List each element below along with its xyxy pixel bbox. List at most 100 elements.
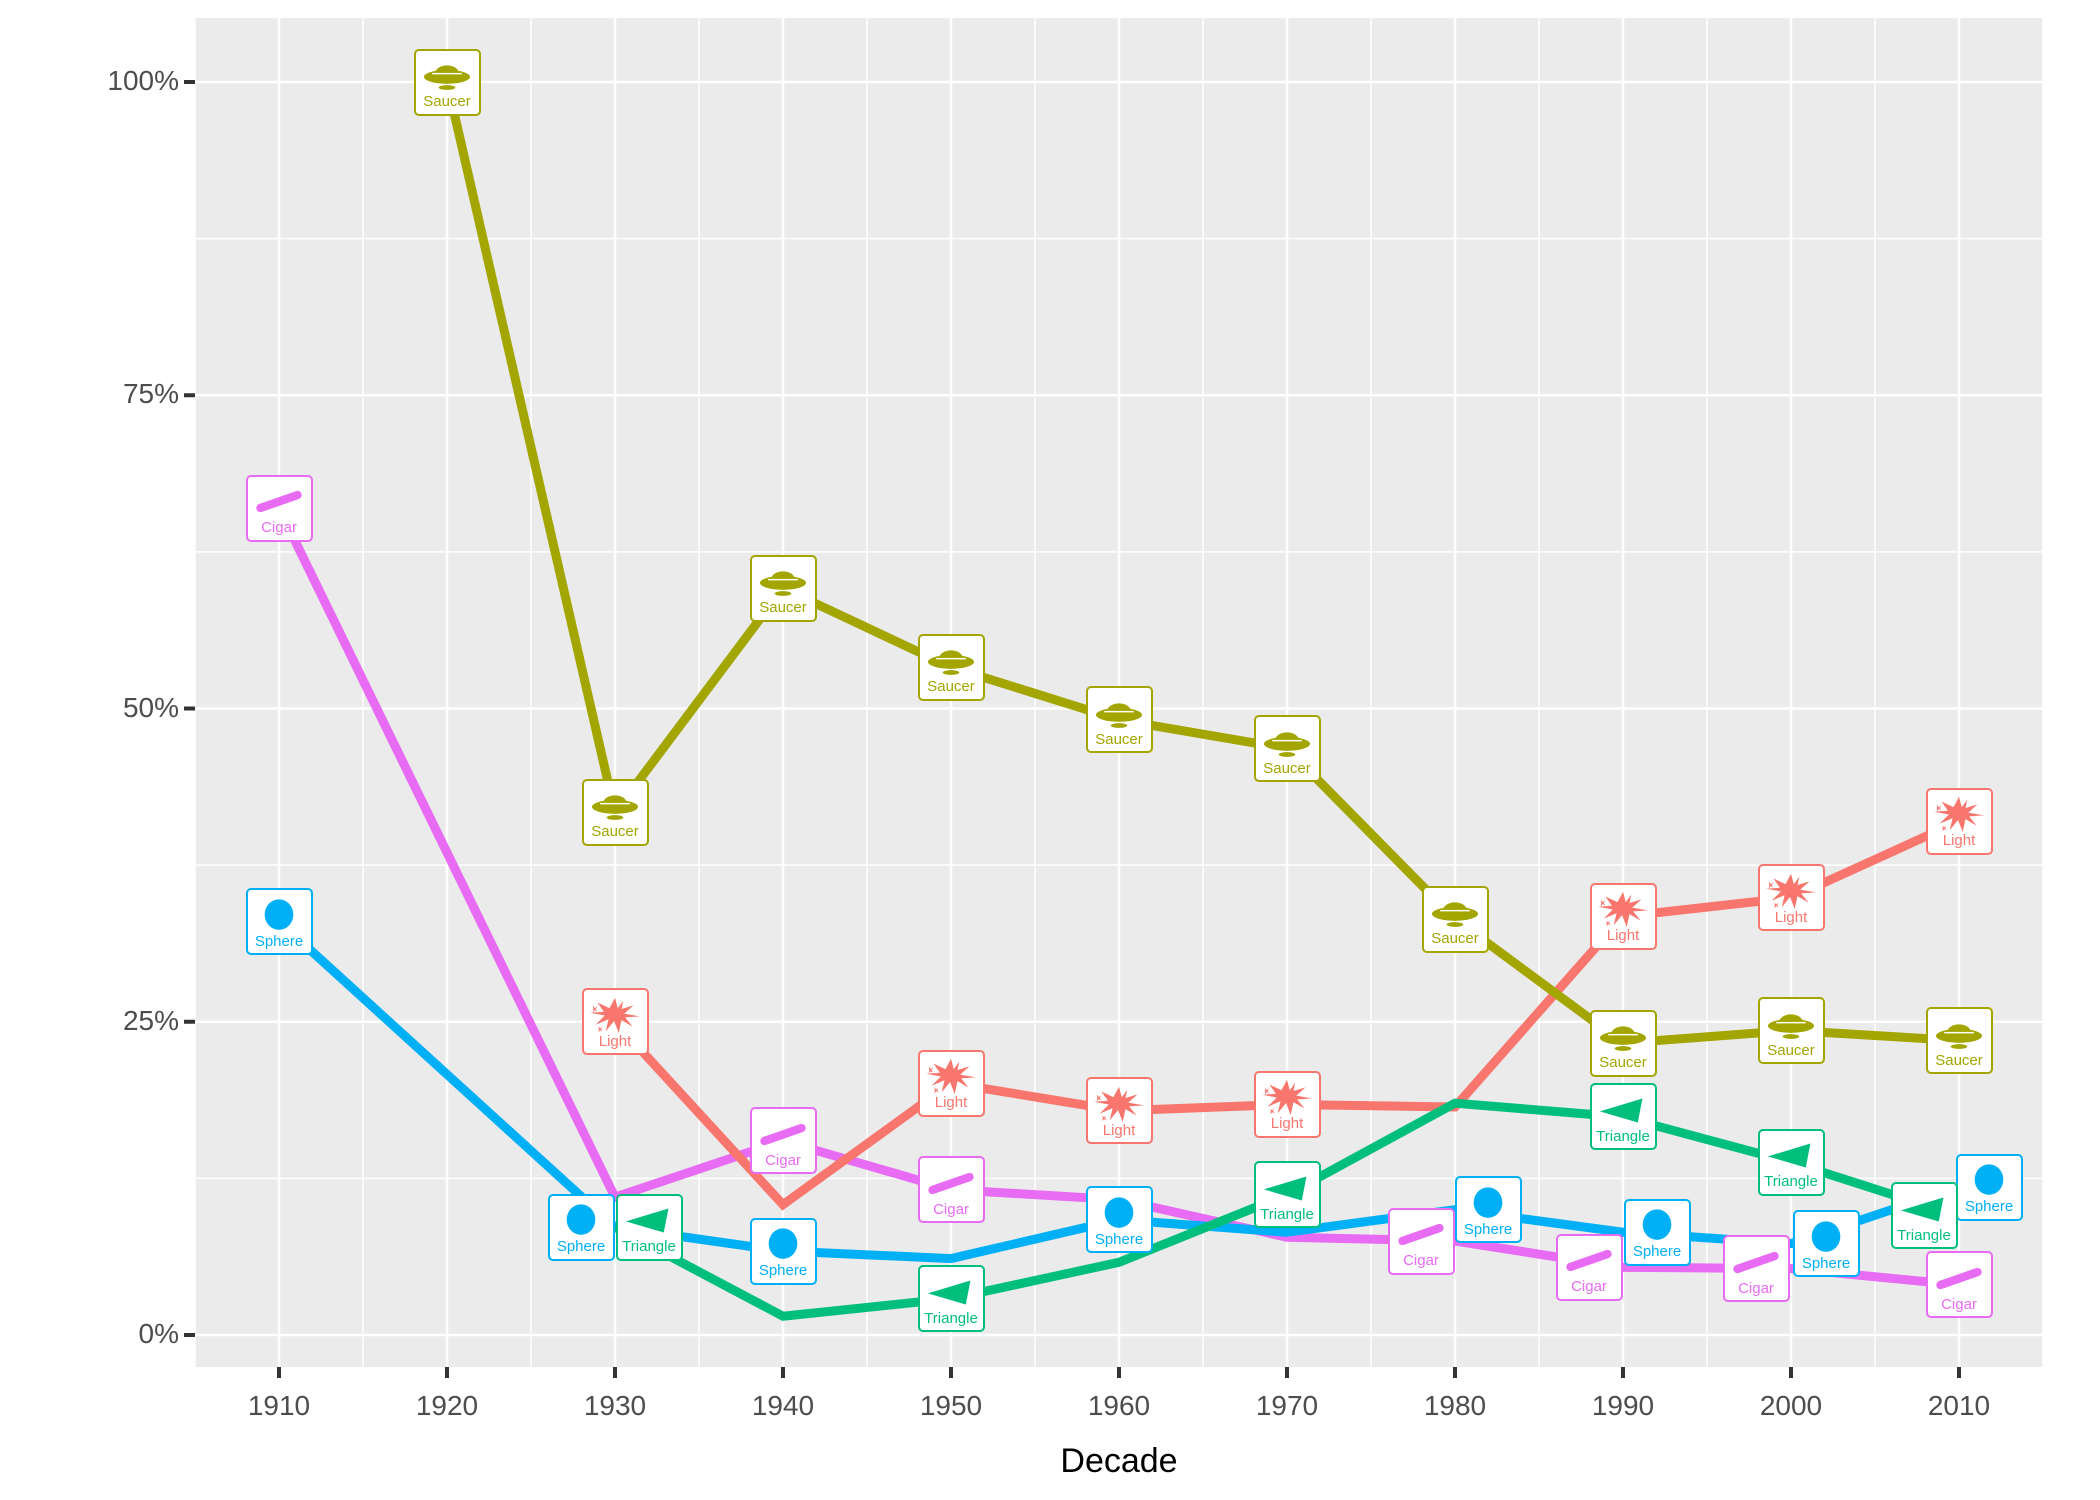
series-label-saucer-2010: Saucer	[1925, 1007, 1993, 1075]
series-label-cigar-2000: Cigar	[1722, 1235, 1790, 1303]
series-label-text: Cigar	[1403, 1252, 1439, 1270]
series-label-light-2010: Light	[1925, 787, 1993, 855]
series-label-text: Saucer	[1599, 1054, 1647, 1072]
x-tick-label: 1990	[1591, 1390, 1655, 1421]
series-label-text: Saucer	[1935, 1051, 1983, 1069]
series-label-light-1990: Light	[1589, 882, 1657, 950]
series-label-saucer-1990: Saucer	[1589, 1009, 1657, 1077]
series-label-sphere-1990: Sphere	[1623, 1198, 1691, 1266]
series-label-text: Cigar	[1571, 1278, 1607, 1296]
series-label-cigar-1990: Cigar	[1555, 1233, 1623, 1301]
sphere-icon	[264, 898, 294, 930]
series-label-text: Triangle	[1260, 1205, 1314, 1223]
series-label-text: Cigar	[1738, 1279, 1774, 1297]
series-label-sphere-2000: Sphere	[1792, 1210, 1860, 1278]
series-label-text: Cigar	[1941, 1295, 1977, 1313]
y-tick-label: 75%	[122, 378, 179, 410]
sphere-icon	[1473, 1187, 1503, 1218]
saucer-icon	[423, 65, 471, 90]
series-label-text: Sphere	[1964, 1198, 2014, 1216]
series-label-cigar-2010: Cigar	[1925, 1251, 1993, 1319]
series-label-triangle-1970: Triangle	[1253, 1161, 1321, 1229]
light-icon	[1934, 797, 1984, 833]
series-label-text: Light	[1774, 908, 1808, 926]
series-label-text: Cigar	[933, 1200, 969, 1218]
saucer-icon	[1599, 1026, 1647, 1051]
series-label-sphere-1930: Sphere	[547, 1193, 615, 1261]
y-tick-label: 0%	[138, 1318, 179, 1349]
series-label-text: Saucer	[1431, 930, 1479, 947]
saucer-icon	[591, 795, 639, 821]
series-label-sphere-1940: Sphere	[749, 1217, 817, 1285]
saucer-icon	[1095, 703, 1143, 728]
series-label-triangle-1930: Triangle	[615, 1193, 683, 1261]
light-icon	[1766, 873, 1816, 909]
series-label-text: Cigar	[765, 1151, 801, 1169]
cigar-icon	[1398, 1223, 1444, 1246]
series-label-sphere-2010: Sphere	[1955, 1153, 2023, 1221]
series-label-text: Saucer	[423, 93, 471, 110]
series-label-text: Sphere	[1632, 1243, 1682, 1261]
triangle-icon	[1900, 1197, 1944, 1222]
series-label-saucer-2000: Saucer	[1757, 997, 1825, 1065]
series-label-text: Sphere	[1094, 1230, 1144, 1248]
series-label-text: Sphere	[556, 1238, 606, 1256]
triangle-icon	[1767, 1143, 1811, 1168]
x-tick-label: 2010	[1927, 1390, 1991, 1421]
series-label-text: Saucer	[1263, 759, 1311, 777]
x-tick-label: 1980	[1423, 1390, 1487, 1421]
series-label-text: Saucer	[591, 823, 639, 841]
series-label-saucer-1920: Saucer	[413, 48, 481, 116]
series-label-light-1950: Light	[917, 1049, 985, 1117]
series-label-text: Triangle	[1897, 1226, 1951, 1244]
series-line-cigar	[274, 506, 1960, 1290]
series-label-cigar-1980: Cigar	[1387, 1207, 1455, 1275]
series-label-saucer-1980: Saucer	[1421, 885, 1489, 953]
series-label-triangle-1950: Triangle	[917, 1265, 985, 1333]
x-axis-title: Decade	[1060, 1442, 1178, 1480]
series-label-light-2000: Light	[1757, 864, 1825, 932]
series-label-triangle-2010: Triangle	[1890, 1182, 1958, 1250]
cigar-icon	[1936, 1267, 1982, 1290]
x-tick-label: 1930	[583, 1390, 647, 1421]
sphere-icon	[1811, 1220, 1841, 1252]
series-label-text: Light	[1270, 1115, 1304, 1133]
series-label-light-1960: Light	[1085, 1077, 1153, 1145]
saucer-icon	[1263, 731, 1311, 757]
series-label-text: Saucer	[759, 599, 807, 617]
series-label-sphere-1980: Sphere	[1454, 1176, 1522, 1244]
light-icon	[590, 997, 640, 1033]
series-label-saucer-1940: Saucer	[749, 554, 817, 622]
x-tick-label: 1960	[1087, 1390, 1151, 1421]
sphere-icon	[566, 1204, 596, 1236]
series-label-triangle-2000: Triangle	[1757, 1128, 1825, 1196]
x-tick-label: 1940	[751, 1390, 815, 1421]
series-label-text: Saucer	[927, 678, 975, 696]
series-label-saucer-1930: Saucer	[581, 778, 649, 846]
x-tick-label: 1910	[247, 1390, 311, 1421]
y-tick-label: 25%	[122, 1004, 179, 1036]
series-label-light-1970: Light	[1253, 1070, 1321, 1138]
triangle-icon	[927, 1280, 971, 1305]
series-label-text: Sphere	[254, 932, 304, 950]
cigar-icon	[928, 1172, 974, 1194]
cigar-icon	[760, 1123, 806, 1145]
saucer-icon	[927, 650, 975, 676]
sphere-icon	[1974, 1164, 2004, 1195]
series-label-text: Triangle	[1764, 1173, 1818, 1191]
series-label-text: Light	[1942, 832, 1976, 850]
series-label-text: Saucer	[1767, 1041, 1815, 1059]
series-label-text: Triangle	[924, 1309, 978, 1327]
cigar-icon	[1733, 1251, 1779, 1273]
x-tick-label: 2000	[1759, 1390, 1823, 1421]
series-label-text: Light	[1606, 927, 1640, 945]
light-icon	[1262, 1080, 1312, 1116]
series-label-light-1930: Light	[581, 988, 649, 1056]
series-label-cigar-1940: Cigar	[749, 1107, 817, 1175]
saucer-icon	[1431, 902, 1479, 927]
sphere-icon	[1642, 1209, 1672, 1241]
x-tick-label: 1970	[1255, 1390, 1319, 1421]
series-line-saucer	[442, 80, 1960, 1048]
series-label-text: Triangle	[622, 1238, 676, 1256]
